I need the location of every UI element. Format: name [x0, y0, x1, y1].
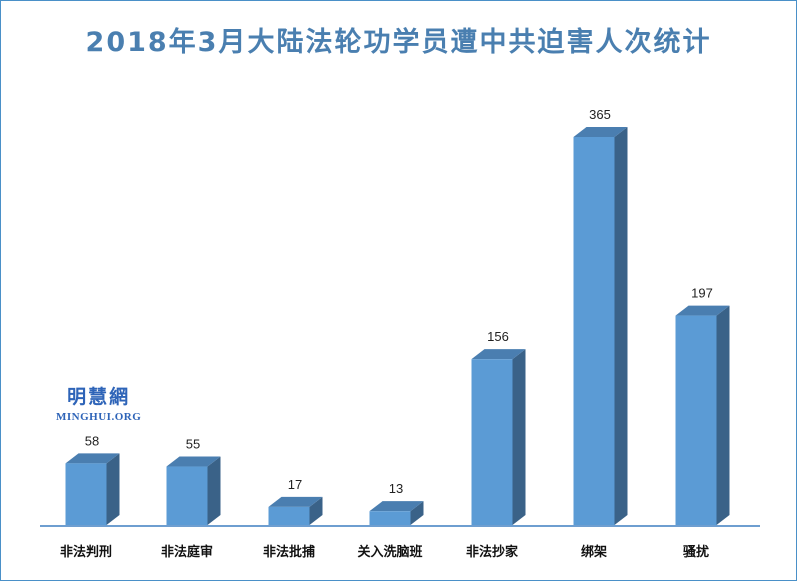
logo-english-text: MINGHUI.ORG: [56, 411, 142, 423]
data-label: 365: [589, 107, 611, 122]
bar-top: [268, 496, 323, 507]
data-label: 17: [288, 477, 302, 492]
category-label: 非法庭审: [161, 544, 213, 560]
bar-side: [512, 349, 526, 525]
bar-group: [573, 127, 628, 525]
data-label: 58: [85, 433, 99, 448]
category-label: 关入洗脑班: [357, 544, 422, 560]
bar: [675, 315, 717, 525]
bar-top: [166, 456, 221, 467]
category-label: 绑架: [581, 544, 607, 560]
bar-group: [369, 501, 424, 525]
data-label: 197: [691, 286, 713, 301]
bar-side: [716, 305, 730, 525]
chart-title: 2018年3月大陆法轮功学员遭中共迫害人次统计: [85, 27, 712, 58]
bar-top: [675, 305, 730, 316]
bar: [471, 359, 513, 525]
bar-group: [166, 456, 221, 525]
bar-side: [410, 501, 424, 525]
bar: [65, 463, 107, 525]
bar: [268, 506, 310, 525]
bar-group: [471, 349, 526, 525]
category-label: 非法抄家: [466, 544, 519, 560]
bar-side: [309, 496, 323, 525]
minghui-logo: 明慧網 MINGHUI.ORG: [56, 382, 141, 423]
bar-top: [369, 501, 424, 512]
data-label: 13: [389, 481, 403, 496]
bar-top: [573, 127, 628, 137]
bar: [369, 511, 411, 525]
bar-side: [106, 453, 120, 525]
bar-top: [471, 349, 526, 360]
bar-side: [614, 127, 628, 525]
category-label: 骚扰: [683, 544, 709, 560]
bar: [166, 466, 208, 525]
bar-side: [207, 456, 221, 525]
bar-top: [65, 453, 120, 464]
bar-group: [268, 496, 323, 525]
category-label: 非法批捕: [263, 544, 315, 560]
category-label: 非法判刑: [60, 544, 112, 560]
data-label: 55: [186, 437, 200, 452]
bar-group: [65, 453, 120, 525]
bar-group: [675, 305, 730, 525]
data-label: 156: [487, 329, 509, 344]
logo-chinese-text: 明慧網: [67, 386, 131, 408]
bar: [573, 137, 615, 525]
